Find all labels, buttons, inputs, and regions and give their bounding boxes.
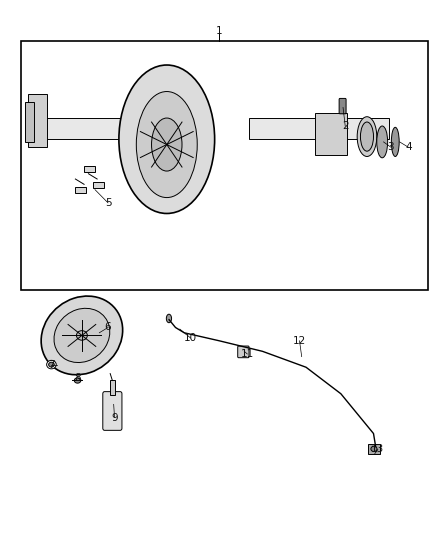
FancyBboxPatch shape — [315, 113, 347, 155]
Text: 8: 8 — [74, 373, 81, 383]
FancyBboxPatch shape — [103, 392, 122, 430]
Text: 6: 6 — [105, 322, 111, 333]
Text: 2: 2 — [342, 121, 349, 131]
FancyBboxPatch shape — [110, 381, 115, 395]
FancyBboxPatch shape — [93, 182, 104, 188]
FancyBboxPatch shape — [28, 118, 132, 139]
Ellipse shape — [77, 330, 87, 340]
Text: 1: 1 — [215, 26, 223, 36]
Ellipse shape — [166, 314, 172, 322]
FancyBboxPatch shape — [339, 99, 346, 114]
Ellipse shape — [74, 378, 81, 383]
FancyBboxPatch shape — [28, 94, 47, 147]
Text: 12: 12 — [293, 336, 306, 346]
Ellipse shape — [119, 65, 215, 214]
FancyBboxPatch shape — [75, 187, 86, 193]
Text: 10: 10 — [184, 333, 197, 343]
FancyBboxPatch shape — [25, 102, 34, 142]
Text: 3: 3 — [388, 142, 394, 152]
Text: 11: 11 — [240, 349, 254, 359]
Ellipse shape — [357, 117, 377, 157]
FancyBboxPatch shape — [250, 118, 389, 139]
Ellipse shape — [152, 118, 182, 171]
Ellipse shape — [49, 362, 54, 367]
Text: 5: 5 — [105, 198, 111, 208]
Ellipse shape — [371, 446, 377, 451]
FancyBboxPatch shape — [238, 346, 249, 358]
FancyBboxPatch shape — [21, 41, 428, 290]
Text: 4: 4 — [405, 142, 412, 152]
Text: 7: 7 — [48, 360, 55, 369]
Ellipse shape — [391, 127, 399, 157]
FancyBboxPatch shape — [84, 166, 95, 172]
Ellipse shape — [360, 122, 374, 151]
Ellipse shape — [136, 92, 197, 198]
Ellipse shape — [41, 296, 123, 375]
FancyBboxPatch shape — [368, 444, 380, 454]
Text: 13: 13 — [371, 445, 385, 455]
Ellipse shape — [54, 308, 110, 362]
Text: 9: 9 — [111, 413, 118, 423]
Ellipse shape — [47, 360, 56, 369]
Ellipse shape — [377, 126, 388, 158]
